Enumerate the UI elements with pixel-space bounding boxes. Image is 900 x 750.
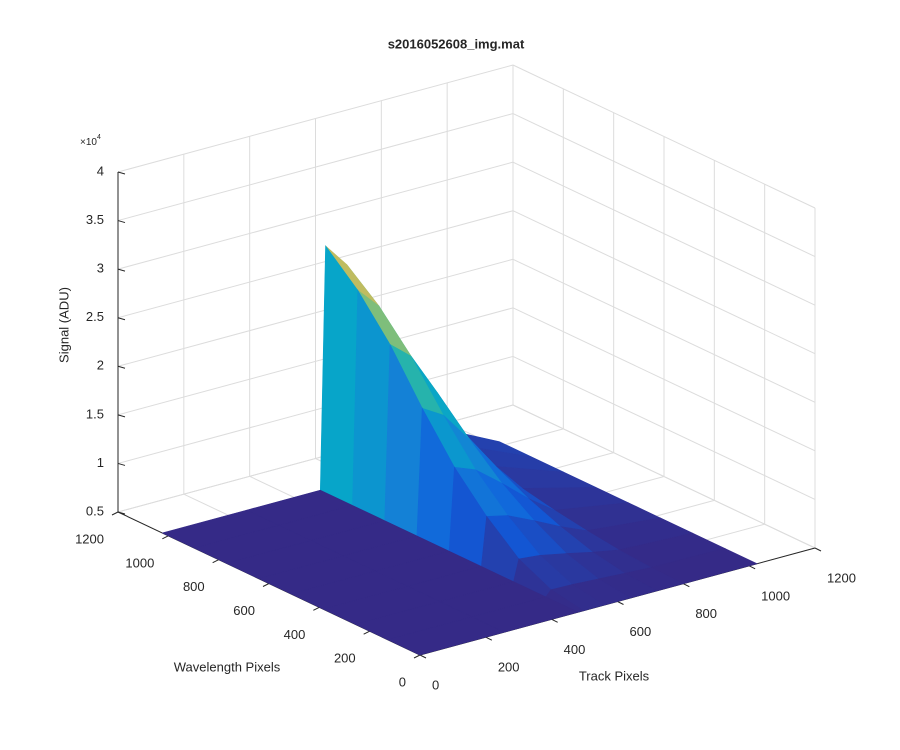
z-tick: [117, 268, 126, 272]
y-axis-label: Wavelength Pixels: [174, 659, 281, 674]
x-tick: [683, 583, 690, 588]
z-tick-label: 1.5: [86, 406, 104, 421]
z-tick: [117, 462, 126, 466]
z-tick-label: 4: [97, 163, 104, 178]
x-tick-label: 0: [432, 677, 439, 692]
z-tick-label: 2.5: [86, 309, 104, 324]
z-tick: [117, 317, 126, 321]
y-tick: [413, 654, 421, 659]
x-tick: [419, 654, 427, 659]
x-tick-label: 600: [630, 624, 652, 639]
x-tick-label: 200: [498, 660, 520, 675]
x-tick: [814, 547, 822, 552]
z-tick: [117, 171, 126, 175]
y-tick-label: 0: [399, 674, 406, 689]
y-tick: [111, 511, 119, 516]
y-tick-label: 400: [284, 627, 306, 642]
surface-patch: [386, 616, 506, 656]
z-tick: [117, 511, 126, 515]
y-tick-label: 600: [233, 603, 255, 618]
y-tick-label: 1000: [125, 555, 154, 570]
y-tick: [262, 583, 270, 587]
chart-title: s2016052608_img.mat: [388, 36, 525, 51]
y-tick-label: 800: [183, 579, 205, 594]
z-tick-label: 3: [97, 261, 104, 276]
z-tick: [117, 414, 126, 418]
y-tick-label: 1200: [75, 531, 104, 546]
z-tick-label: 0.5: [86, 503, 104, 518]
z-tick-label: 3.5: [86, 212, 104, 227]
x-tick: [748, 565, 756, 570]
x-tick-label: 400: [564, 642, 586, 657]
surface-patch: [319, 244, 359, 506]
y-tick: [363, 630, 370, 635]
z-tick: [117, 365, 126, 369]
x-tick-label: 800: [695, 606, 717, 621]
y-tick: [313, 606, 320, 611]
z-tick: [117, 220, 126, 224]
x-tick-label: 1200: [827, 570, 856, 585]
y-tick: [162, 535, 169, 540]
z-scale-label: ×104: [80, 134, 101, 148]
z-tick-label: 1: [97, 455, 104, 470]
y-tick: [212, 559, 219, 564]
x-axis-label: Track Pixels: [579, 668, 650, 683]
x-tick: [617, 601, 624, 605]
z-axis-label: Signal (ADU): [56, 287, 71, 363]
z-scale-exponent: 4: [97, 134, 101, 141]
z-tick-label: 2: [97, 358, 104, 373]
x-tick-label: 1000: [761, 588, 790, 603]
y-tick-label: 200: [334, 651, 356, 666]
x-tick: [551, 618, 558, 623]
x-tick: [485, 636, 493, 641]
z-scale-base: ×10: [80, 137, 97, 148]
